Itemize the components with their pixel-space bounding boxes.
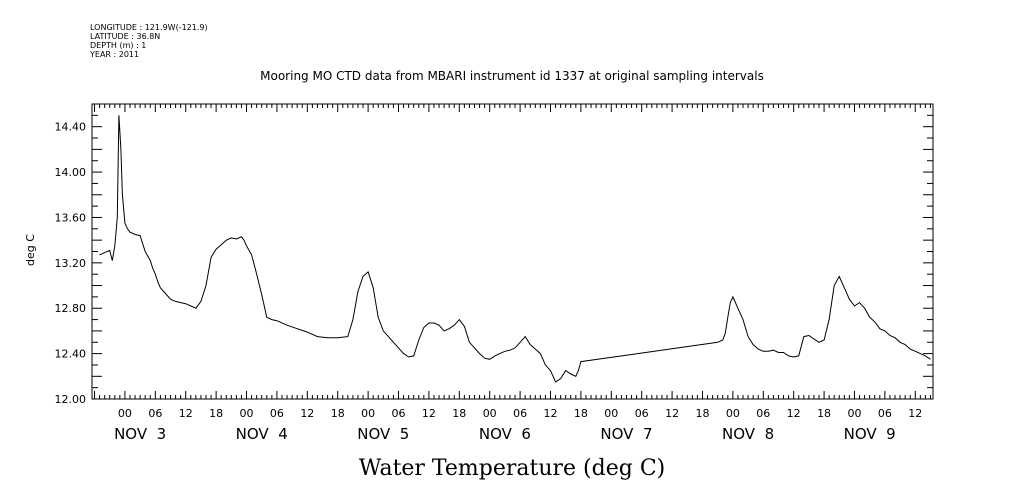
- x-tick-label: 06: [148, 407, 162, 420]
- x-tick-label: 00: [118, 407, 132, 420]
- day-label: NOV 5: [357, 425, 409, 443]
- x-tick-label: 06: [878, 407, 892, 420]
- x-tick-label: 00: [726, 407, 740, 420]
- x-tick-label: 12: [300, 407, 314, 420]
- x-tick-label: 12: [543, 407, 557, 420]
- x-tick-label: 12: [179, 407, 193, 420]
- y-tick-label: 12.40: [55, 348, 87, 361]
- x-tick-label: 06: [756, 407, 770, 420]
- x-tick-label: 00: [240, 407, 254, 420]
- x-tick-label: 06: [635, 407, 649, 420]
- depth-text: DEPTH (m) : 1: [90, 41, 146, 50]
- temperature-line: [99, 115, 931, 383]
- x-tick-label: 18: [331, 407, 345, 420]
- x-tick-label: 00: [604, 407, 618, 420]
- x-tick-label: 12: [422, 407, 436, 420]
- y-axis-label: deg C: [24, 234, 37, 266]
- day-label: NOV 3: [114, 425, 166, 443]
- day-label: NOV 9: [844, 425, 896, 443]
- x-tick-label: 12: [908, 407, 922, 420]
- latitude-text: LATITUDE : 36.8N: [90, 32, 160, 41]
- x-tick-label: 18: [452, 407, 466, 420]
- x-tick-label: 12: [665, 407, 679, 420]
- x-tick-label: 18: [695, 407, 709, 420]
- plot-frame: [91, 103, 934, 400]
- day-label: NOV 7: [600, 425, 652, 443]
- y-tick-label: 13.20: [55, 257, 87, 270]
- y-axis: 14.40 14.00 13.60 13.20 12.80 12.40 12.00: [55, 103, 933, 406]
- x-tick-label: 18: [574, 407, 588, 420]
- metadata-block: LONGITUDE : 121.9W(-121.9) LATITUDE : 36…: [89, 23, 208, 59]
- y-tick-label: 12.80: [55, 302, 87, 315]
- y-tick-label: 14.40: [55, 121, 87, 134]
- x-tick-label: 00: [847, 407, 861, 420]
- chart-title: Mooring MO CTD data from MBARI instrumen…: [260, 69, 764, 83]
- x-tick-label: 06: [270, 407, 284, 420]
- x-tick-label: 00: [361, 407, 375, 420]
- day-label: NOV 8: [722, 425, 774, 443]
- x-tick-label: 06: [392, 407, 406, 420]
- y-tick-label: 13.60: [55, 211, 87, 224]
- x-tick-label: 18: [817, 407, 831, 420]
- x-tick-label: 18: [209, 407, 223, 420]
- y-tick-label: 12.00: [55, 393, 87, 406]
- x-tick-label: 12: [787, 407, 801, 420]
- year-text: YEAR : 2011: [89, 50, 139, 59]
- longitude-text: LONGITUDE : 121.9W(-121.9): [90, 23, 208, 32]
- x-tick-label: 06: [513, 407, 527, 420]
- day-label: NOV 4: [236, 425, 288, 443]
- x-axis-label: Water Temperature (deg C): [359, 456, 666, 481]
- y-tick-label: 14.00: [55, 166, 87, 179]
- day-label: NOV 6: [479, 425, 531, 443]
- x-tick-label: 00: [483, 407, 497, 420]
- x-axis: 00 06 12 18 00 06 12 18 00 06 12 18 00 06 12 18 00 06 12 18…: [94, 104, 931, 443]
